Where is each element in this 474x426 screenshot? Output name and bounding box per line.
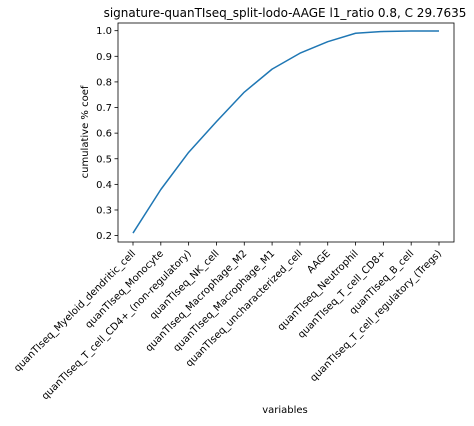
x-axis-label: variables	[262, 405, 308, 416]
y-tick-label: 0.4	[96, 180, 112, 191]
y-tick-label: 0.9	[96, 52, 112, 63]
x-tick-label: quanTIseq_Myeloid_dendritic_cell	[12, 248, 138, 374]
y-tick-label: 0.2	[96, 231, 112, 242]
y-tick-label: 0.7	[96, 103, 112, 114]
y-axis: 0.2 0.3 0.4 0.5 0.6 0.7 0.8 0.9 1.0	[96, 26, 118, 242]
x-tick-label: quanTIseq_T_cell_regulatory_(Tregs)	[308, 248, 444, 384]
y-tick-label: 0.3	[96, 205, 112, 216]
plot-area	[118, 23, 454, 242]
y-tick-label: 1.0	[96, 26, 112, 37]
x-tick-label: quanTIseq_Macrophage_M1	[171, 248, 277, 354]
chart-title: signature-quanTIseq_split-lodo-AAGE l1_r…	[104, 6, 467, 20]
x-tick-label: quanTIseq_Macrophage_M2	[144, 248, 250, 354]
y-tick-label: 0.6	[96, 129, 112, 140]
y-tick-label: 0.5	[96, 154, 112, 165]
x-axis: quanTIseq_Myeloid_dendritic_cellquanTIse…	[12, 242, 444, 402]
y-axis-label: cumulative % coef	[80, 85, 91, 178]
y-tick-label: 0.8	[96, 77, 112, 88]
series-line	[133, 31, 439, 233]
